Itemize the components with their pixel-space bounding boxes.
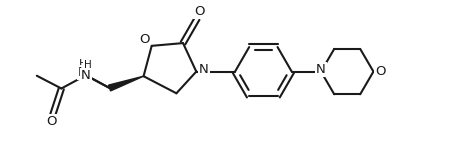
Text: N: N — [198, 63, 208, 76]
Text: N: N — [315, 63, 325, 76]
Text: N: N — [81, 69, 91, 82]
Text: O: O — [193, 5, 204, 18]
Text: O: O — [138, 33, 149, 46]
Text: H: H — [84, 60, 92, 70]
Text: N: N — [78, 66, 88, 79]
Text: O: O — [374, 65, 385, 78]
Polygon shape — [108, 76, 143, 91]
Text: H: H — [79, 59, 87, 69]
Text: O: O — [46, 115, 56, 128]
